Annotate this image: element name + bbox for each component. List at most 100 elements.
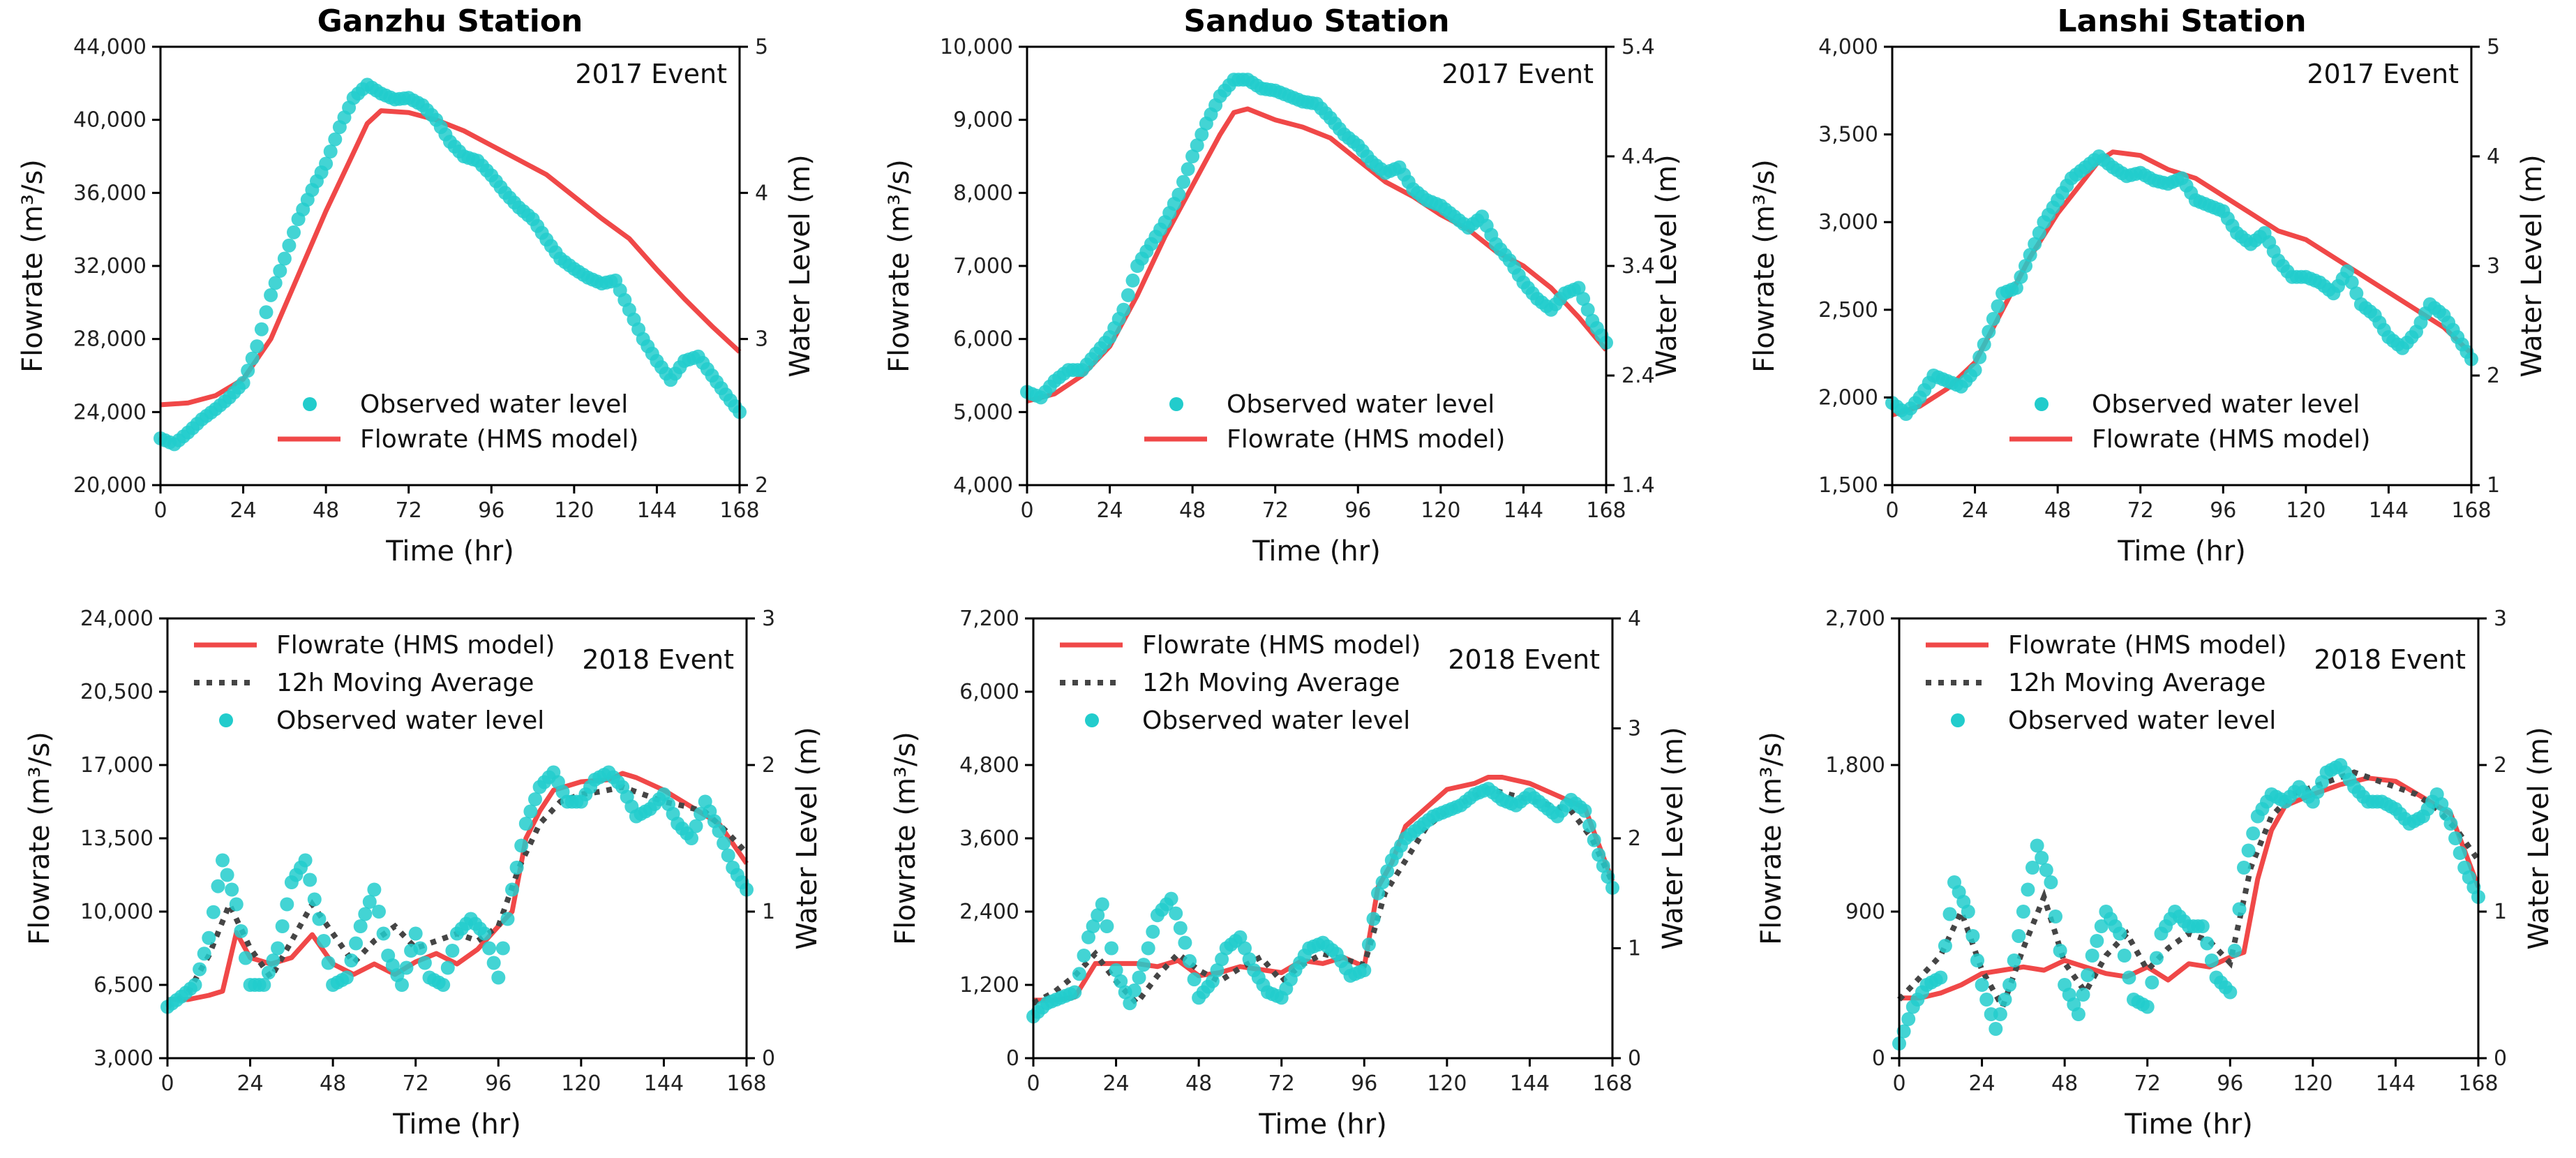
observed-point (1086, 919, 1100, 933)
observed-point (229, 897, 244, 912)
observed-point (254, 322, 269, 336)
observed-point (250, 339, 264, 354)
observed-point (1982, 325, 1996, 339)
y2-axis-title: Water Level (m) (2523, 727, 2555, 949)
y2-tick-label: 3.4 (1622, 254, 1655, 279)
legend-label: Flowrate (HMS model) (1142, 631, 1421, 660)
hms-flowrate-line (1899, 775, 2481, 1001)
observed-point (684, 831, 698, 845)
observed-point (1100, 919, 1114, 933)
x-tick-label: 48 (2044, 498, 2071, 523)
observed-point (2076, 988, 2090, 1002)
series-layer (1020, 73, 1613, 405)
y-tick-label: 3,600 (959, 826, 1019, 851)
x-tick-label: 96 (2210, 498, 2236, 523)
observed-point (287, 225, 301, 239)
x-axis-title: Time (hr) (1252, 535, 1381, 567)
observed-point (367, 882, 382, 897)
observed-point (2344, 275, 2359, 290)
y-tick-label: 32,000 (73, 254, 147, 279)
observed-point (1137, 958, 1151, 972)
observed-point (1190, 138, 1204, 153)
observed-point (245, 351, 260, 366)
observed-point (2014, 269, 2028, 284)
observed-point (1975, 978, 1989, 992)
y-tick-label: 20,500 (80, 680, 153, 704)
observed-point (259, 305, 274, 320)
x-tick-label: 48 (2051, 1071, 2078, 1096)
x-tick-label: 72 (2134, 1071, 2161, 1096)
y2-tick-label: 1 (2487, 473, 2500, 498)
y-tick-label: 6,000 (959, 680, 1019, 704)
y-tick-label: 5,000 (953, 400, 1013, 424)
observed-point (1215, 952, 1229, 967)
observed-point (2223, 985, 2238, 1000)
observed-point (2227, 944, 2242, 958)
y2-tick-label: 4 (1628, 607, 1641, 631)
observed-point (376, 926, 391, 941)
y-axis-title: Flowrate (m³/s) (24, 732, 56, 945)
observed-point (2007, 953, 2021, 967)
observed-point (1164, 891, 1178, 906)
observed-point (2023, 248, 2037, 262)
observed-point (2232, 902, 2247, 916)
x-tick-label: 24 (230, 498, 256, 523)
y-tick-label: 4,800 (959, 753, 1019, 778)
observed-point (689, 819, 703, 833)
observed-point (1242, 952, 1257, 967)
observed-point (1104, 941, 1118, 956)
observed-point (1171, 187, 1186, 202)
observed-point (712, 824, 726, 838)
y-tick-label: 13,500 (80, 826, 153, 851)
observed-point (523, 804, 538, 819)
observed-point (1993, 1007, 2007, 1021)
y2-tick-label: 1.4 (1622, 473, 1655, 498)
observed-point (2025, 861, 2039, 875)
observed-point (509, 861, 524, 875)
x-tick-label: 120 (1421, 498, 1460, 523)
observed-point (1187, 972, 1201, 987)
observed-point (1580, 302, 1595, 317)
x-tick-label: 24 (237, 1071, 263, 1096)
observed-point (2030, 838, 2044, 853)
x-tick-label: 144 (2376, 1071, 2416, 1096)
observed-point (1127, 983, 1141, 997)
x-tick-label: 120 (554, 498, 594, 523)
y2-tick-label: 2.4 (1622, 364, 1655, 388)
observed-point (1195, 127, 1209, 142)
y-tick-label: 10,000 (80, 900, 153, 924)
observed-point (1896, 1024, 1911, 1039)
observed-point (518, 817, 533, 831)
y-tick-label: 0 (1006, 1046, 1019, 1071)
observed-point (413, 941, 428, 956)
series-layer (153, 77, 747, 452)
observed-point (266, 953, 280, 967)
y2-tick-label: 5.4 (1622, 35, 1655, 59)
legend-label: Flowrate (HMS model) (2092, 425, 2370, 454)
observed-point (1576, 292, 1591, 306)
x-tick-label: 72 (403, 1071, 429, 1096)
observed-point (2204, 953, 2219, 967)
observed-point (2117, 949, 2132, 963)
observed-point (1998, 993, 2012, 1007)
observed-point (1210, 963, 1225, 977)
moving-average-line (165, 784, 749, 1009)
observed-point (1114, 974, 1128, 988)
y2-tick-label: 2 (755, 473, 768, 498)
observed-point (2019, 259, 2032, 273)
observed-point (1965, 929, 1980, 943)
y-tick-label: 0 (1872, 1046, 1885, 1071)
y-tick-label: 3,000 (93, 1046, 153, 1071)
legend-marker-observed (1951, 713, 1965, 727)
series-layer (1026, 775, 1619, 1024)
legend-marker-observed (2035, 397, 2049, 411)
observed-point (528, 792, 542, 806)
observed-point (273, 264, 287, 278)
y-tick-label: 10,000 (940, 35, 1013, 59)
observed-point (395, 978, 409, 992)
observed-point (2122, 970, 2136, 985)
observed-point (482, 941, 497, 956)
y2-tick-label: 4.4 (1622, 144, 1655, 169)
y2-axis-title: Water Level (m) (791, 727, 823, 949)
observed-point (328, 132, 343, 147)
